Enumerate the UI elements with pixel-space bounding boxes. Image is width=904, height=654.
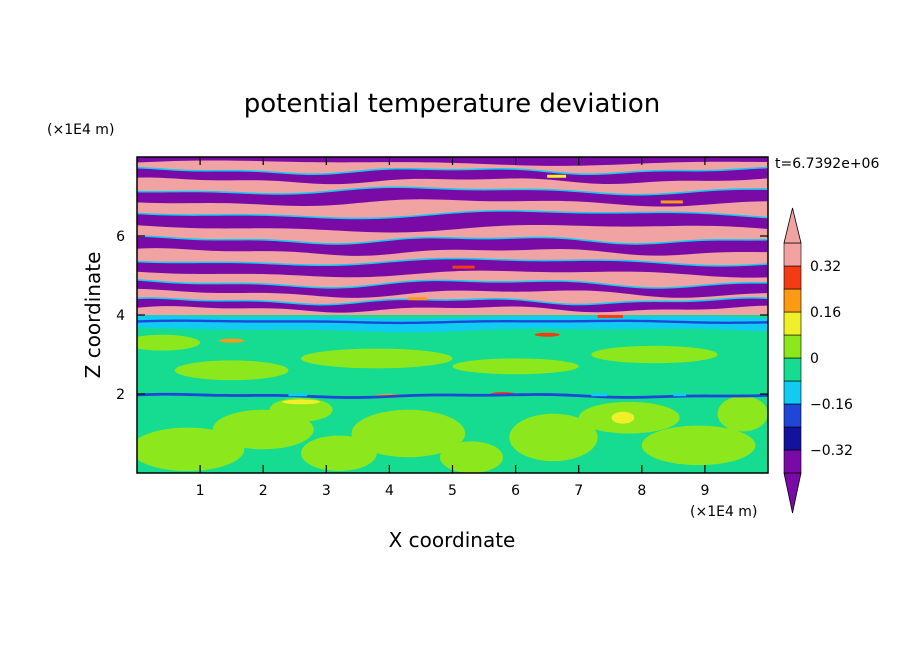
lime-patch — [301, 435, 377, 472]
lime-patch — [591, 345, 718, 364]
lime-patch — [301, 348, 453, 369]
interface-segment — [673, 393, 686, 397]
x-tick-label: 4 — [385, 483, 394, 499]
layer-edge — [137, 166, 768, 176]
colorbar: 0.32 0.16 0 −0.16 −0.32 — [783, 207, 853, 514]
colorbar-under-arrow — [783, 472, 802, 514]
x-tick-label: 5 — [448, 483, 457, 499]
time-label: t=6.7392e+06 — [775, 156, 879, 172]
y-unit-label: (×1E4 m) — [47, 122, 114, 138]
colorbar-bin — [783, 334, 802, 359]
chart-title: potential temperature deviation — [244, 89, 660, 119]
layer-edge — [137, 186, 768, 196]
colorbar-bin — [783, 426, 802, 451]
lime-patch — [269, 397, 333, 422]
lime-patch — [452, 358, 579, 375]
x-tick-label: 7 — [574, 483, 583, 499]
x-tick-label: 6 — [511, 483, 520, 499]
warm-anomaly — [219, 338, 245, 343]
cold-layer — [137, 236, 768, 256]
colorbar-bin — [783, 357, 802, 382]
y-tick-label: 2 — [116, 387, 125, 403]
cool-streak — [137, 319, 768, 325]
warm-anomaly — [611, 411, 635, 424]
cold-layer — [137, 279, 768, 298]
interface-segment — [288, 393, 308, 397]
filament — [408, 297, 428, 301]
filament — [597, 315, 623, 318]
layer-edge — [137, 279, 768, 289]
colorbar-bin — [783, 449, 802, 474]
x-axis-title: X coordinate — [389, 528, 516, 552]
x-tick-label: 1 — [196, 483, 205, 499]
colorbar-tick-label: −0.16 — [810, 397, 853, 413]
x-unit-label: (×1E4 m) — [690, 504, 757, 520]
x-tick-label: 3 — [322, 483, 331, 499]
x-tick-label: 8 — [637, 483, 646, 499]
lime-patch — [717, 395, 768, 432]
y-axis: 2 4 6 — [116, 229, 768, 403]
colorbar-bin — [783, 380, 802, 405]
interface-segment — [591, 393, 608, 397]
layer-edge — [137, 210, 768, 220]
cold-layer — [137, 187, 768, 207]
layer-edge — [137, 235, 768, 245]
x-axis: 1 2 3 4 5 6 7 8 9 — [196, 157, 709, 499]
lime-patch — [439, 441, 503, 473]
lime-patch — [174, 360, 289, 381]
warm-anomaly — [534, 332, 560, 337]
colorbar-tick-label: 0.32 — [810, 259, 841, 275]
lime-patch — [509, 413, 598, 462]
y-tick-label: 4 — [116, 308, 125, 324]
colorbar-bin — [783, 288, 802, 313]
warm-anomaly — [282, 399, 320, 405]
y-tick-label: 6 — [116, 229, 125, 245]
cold-layer — [137, 297, 768, 313]
y-axis-title: Z coordinate — [81, 252, 105, 379]
layer-edge — [137, 257, 768, 267]
colorbar-bin — [783, 311, 802, 336]
heatmap-field — [137, 146, 768, 473]
lime-patch — [351, 409, 466, 458]
filament — [547, 174, 567, 178]
cool-layer — [137, 315, 768, 333]
colorbar-tick-label: 0.16 — [810, 305, 841, 321]
layer-edge — [137, 146, 768, 153]
colorbar-tick-label: −0.32 — [810, 443, 853, 459]
x-tick-label: 9 — [700, 483, 709, 499]
filament — [452, 265, 475, 269]
colorbar-bin — [783, 242, 802, 267]
colorbar-bin — [783, 265, 802, 290]
x-tick-label: 2 — [259, 483, 268, 499]
colorbar-tick-label: 0 — [810, 351, 819, 367]
interface-line — [137, 392, 768, 399]
lime-patch — [641, 425, 756, 466]
lime-patch — [137, 334, 201, 351]
colorbar-bin — [783, 403, 802, 428]
colorbar-over-arrow — [783, 207, 802, 244]
filament — [660, 200, 683, 204]
cold-layer — [137, 167, 768, 185]
lime-patch — [137, 427, 245, 472]
layer-edge — [137, 296, 768, 306]
